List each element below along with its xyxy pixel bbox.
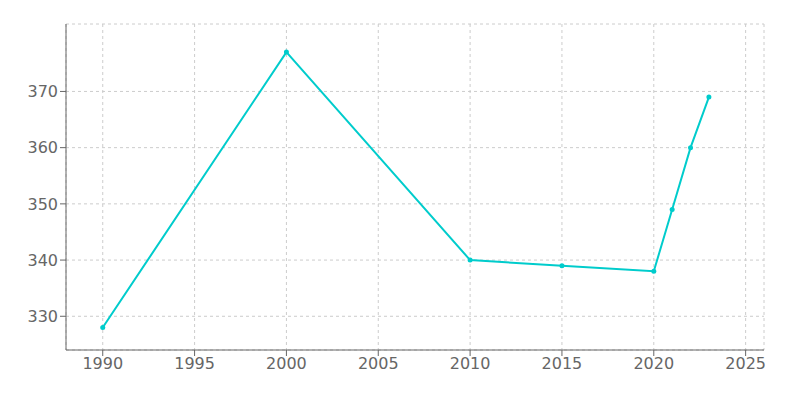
svg-text:2000: 2000 — [266, 354, 307, 373]
svg-text:370: 370 — [27, 82, 58, 101]
svg-text:350: 350 — [27, 195, 58, 214]
svg-text:2020: 2020 — [633, 354, 674, 373]
svg-text:340: 340 — [27, 251, 58, 270]
svg-text:360: 360 — [27, 138, 58, 157]
svg-text:2005: 2005 — [358, 354, 399, 373]
svg-text:2025: 2025 — [725, 354, 766, 373]
svg-text:2015: 2015 — [542, 354, 583, 373]
svg-text:1990: 1990 — [82, 354, 123, 373]
svg-text:330: 330 — [27, 307, 58, 326]
svg-text:1995: 1995 — [174, 354, 215, 373]
svg-text:2010: 2010 — [450, 354, 491, 373]
